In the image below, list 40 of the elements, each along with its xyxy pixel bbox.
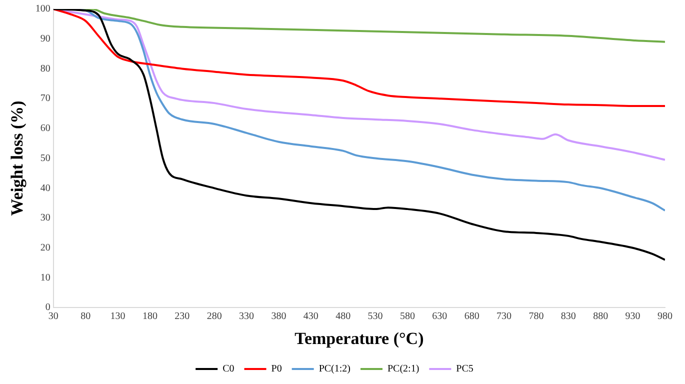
y-tick-label: 40 (40, 182, 50, 194)
x-tick-label: 880 (593, 311, 608, 322)
x-tick-label: 830 (560, 311, 576, 322)
x-tick-label: 280 (206, 311, 222, 322)
line-series (53, 9, 665, 108)
y-tick-label: 80 (40, 63, 50, 74)
y-tick-label: 0 (45, 302, 50, 314)
x-tick-label: 480 (336, 311, 351, 322)
x-tick-label: 230 (174, 311, 190, 322)
x-tick-label: 380 (271, 311, 286, 322)
x-tick-label: 80 (80, 311, 91, 322)
y-tick-label: 30 (40, 212, 50, 224)
x-tick-label: 930 (625, 311, 640, 322)
y-tick-label: 100 (35, 4, 50, 15)
x-tick-label: 780 (528, 311, 544, 322)
line-series (53, 9, 665, 261)
x-tick-label: 580 (400, 311, 415, 322)
x-tick-label: 330 (239, 311, 254, 322)
legend-label: P0 (271, 364, 282, 375)
legend-label: PC5 (456, 364, 474, 375)
x-tick-label: 630 (432, 311, 448, 322)
y-tick-label: 10 (40, 272, 50, 284)
legend-label: PC(1:2) (318, 364, 350, 375)
x-tick-label: 130 (110, 311, 126, 322)
x-tick-label: 180 (142, 311, 158, 322)
y-tick-label: 20 (40, 242, 50, 254)
y-tick-label: 60 (40, 123, 50, 134)
x-tick-label: 730 (496, 311, 512, 322)
x-tick-label: 980 (658, 311, 672, 322)
y-tick-label: 90 (40, 33, 50, 44)
x-axis-title: Temperature (°C) (294, 329, 424, 348)
x-tick-label: 680 (464, 311, 480, 322)
x-tick-label: 430 (303, 311, 318, 322)
x-tick-label: 530 (368, 311, 383, 322)
legend-label: PC(2:1) (388, 364, 420, 375)
y-tick-label: 50 (40, 152, 50, 164)
y-axis-title: Weight loss (%) (8, 100, 27, 216)
y-tick-label: 70 (40, 93, 50, 104)
legend-label: C0 (222, 364, 234, 375)
x-tick-label: 30 (48, 311, 58, 322)
